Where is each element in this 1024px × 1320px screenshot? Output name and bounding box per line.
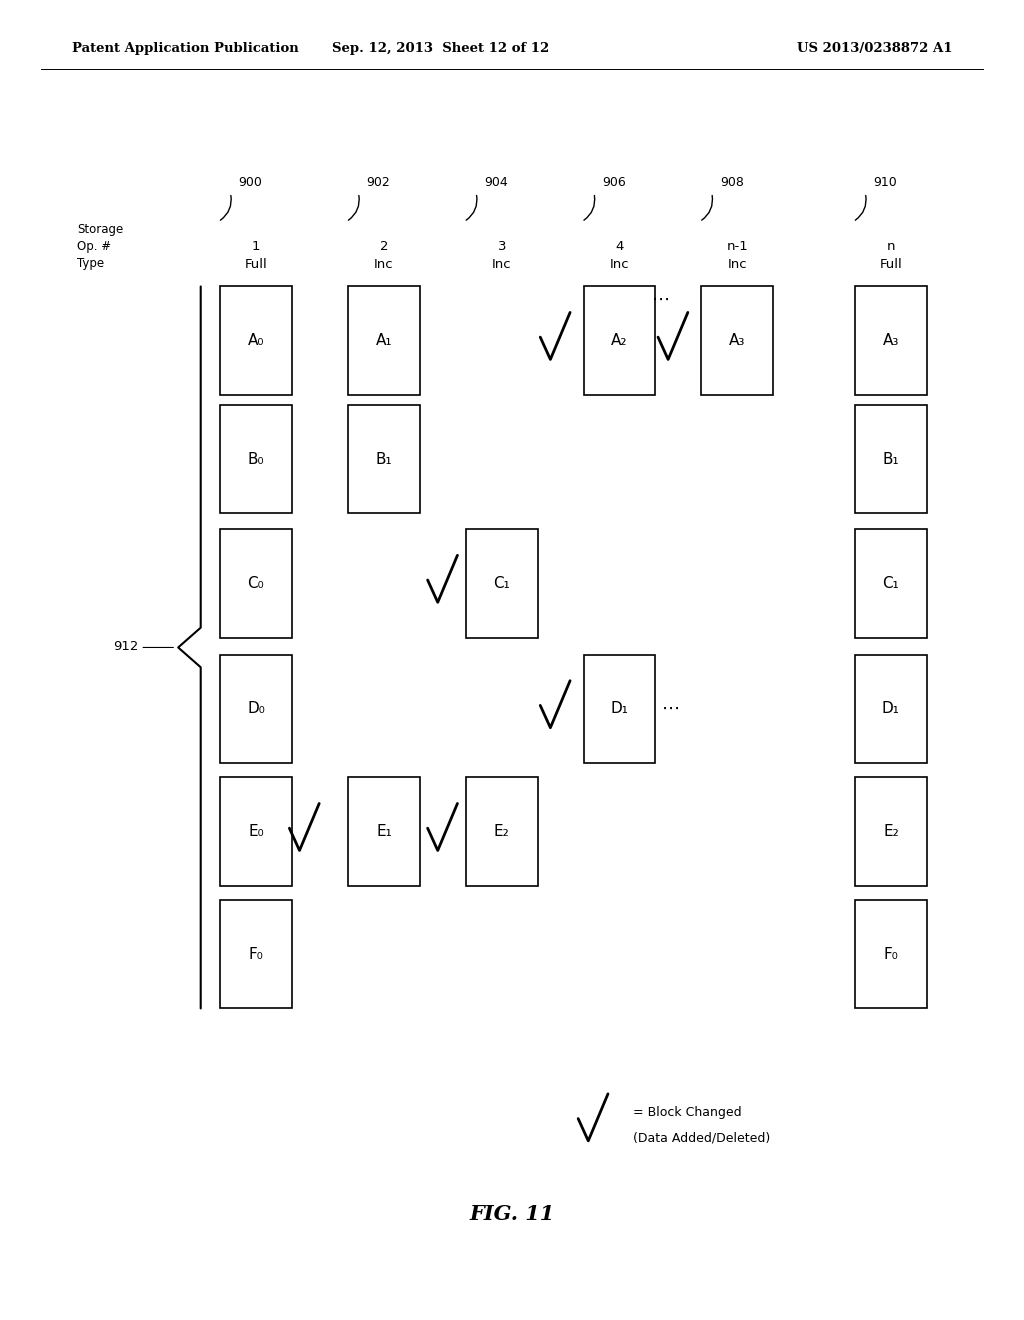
Text: C₁: C₁ bbox=[494, 576, 510, 591]
Text: 2: 2 bbox=[380, 240, 388, 253]
Text: E₁: E₁ bbox=[376, 824, 392, 840]
Text: Patent Application Publication: Patent Application Publication bbox=[72, 42, 298, 55]
Bar bbox=[220, 777, 292, 886]
Text: 1: 1 bbox=[252, 240, 260, 253]
Bar bbox=[220, 655, 292, 763]
Text: 4: 4 bbox=[615, 240, 624, 253]
Bar bbox=[220, 900, 292, 1008]
Bar bbox=[220, 529, 292, 638]
Text: B₁: B₁ bbox=[883, 451, 899, 467]
Text: C₁: C₁ bbox=[883, 576, 899, 591]
Text: Full: Full bbox=[245, 257, 267, 271]
Bar bbox=[855, 900, 927, 1008]
Text: Inc: Inc bbox=[374, 257, 394, 271]
Bar bbox=[584, 286, 655, 395]
Text: 912: 912 bbox=[113, 640, 138, 653]
Text: Sep. 12, 2013  Sheet 12 of 12: Sep. 12, 2013 Sheet 12 of 12 bbox=[332, 42, 549, 55]
Text: D₀: D₀ bbox=[247, 701, 265, 717]
Text: E₂: E₂ bbox=[494, 824, 510, 840]
Text: 900: 900 bbox=[239, 176, 262, 189]
Text: Type: Type bbox=[77, 257, 103, 271]
Text: n-1: n-1 bbox=[726, 240, 749, 253]
Text: F₀: F₀ bbox=[249, 946, 263, 962]
Text: 910: 910 bbox=[873, 176, 897, 189]
Bar bbox=[855, 529, 927, 638]
Bar bbox=[855, 777, 927, 886]
Text: C₀: C₀ bbox=[248, 576, 264, 591]
Bar bbox=[348, 777, 420, 886]
Text: F₀: F₀ bbox=[884, 946, 898, 962]
Text: E₂: E₂ bbox=[883, 824, 899, 840]
Text: D₁: D₁ bbox=[610, 701, 629, 717]
Text: 3: 3 bbox=[498, 240, 506, 253]
Bar bbox=[855, 286, 927, 395]
Text: 906: 906 bbox=[602, 176, 626, 189]
Text: 904: 904 bbox=[484, 176, 508, 189]
Bar bbox=[466, 529, 538, 638]
Bar bbox=[855, 655, 927, 763]
Text: 908: 908 bbox=[720, 176, 743, 189]
Text: ⋯: ⋯ bbox=[662, 700, 680, 718]
Bar bbox=[584, 655, 655, 763]
Bar bbox=[466, 777, 538, 886]
Bar bbox=[348, 286, 420, 395]
Text: Inc: Inc bbox=[609, 257, 630, 271]
Bar bbox=[220, 405, 292, 513]
Text: A₀: A₀ bbox=[248, 333, 264, 348]
Text: A₃: A₃ bbox=[729, 333, 745, 348]
Text: US 2013/0238872 A1: US 2013/0238872 A1 bbox=[797, 42, 952, 55]
Bar bbox=[855, 405, 927, 513]
Bar bbox=[348, 405, 420, 513]
Text: Op. #: Op. # bbox=[77, 240, 111, 253]
Text: B₁: B₁ bbox=[376, 451, 392, 467]
Bar bbox=[220, 286, 292, 395]
Text: Storage: Storage bbox=[77, 223, 123, 236]
Text: Inc: Inc bbox=[492, 257, 512, 271]
Text: A₂: A₂ bbox=[611, 333, 628, 348]
Text: D₁: D₁ bbox=[882, 701, 900, 717]
Text: E₀: E₀ bbox=[248, 824, 264, 840]
Text: = Block Changed: = Block Changed bbox=[633, 1106, 741, 1119]
Text: 902: 902 bbox=[367, 176, 390, 189]
Text: (Data Added/Deleted): (Data Added/Deleted) bbox=[633, 1131, 770, 1144]
Text: FIG. 11: FIG. 11 bbox=[469, 1204, 555, 1225]
Text: Inc: Inc bbox=[727, 257, 748, 271]
Bar bbox=[701, 286, 773, 395]
Text: ⋯: ⋯ bbox=[651, 290, 670, 309]
Text: B₀: B₀ bbox=[248, 451, 264, 467]
Text: A₁: A₁ bbox=[376, 333, 392, 348]
Text: n: n bbox=[887, 240, 895, 253]
Text: Full: Full bbox=[880, 257, 902, 271]
Text: A₃: A₃ bbox=[883, 333, 899, 348]
